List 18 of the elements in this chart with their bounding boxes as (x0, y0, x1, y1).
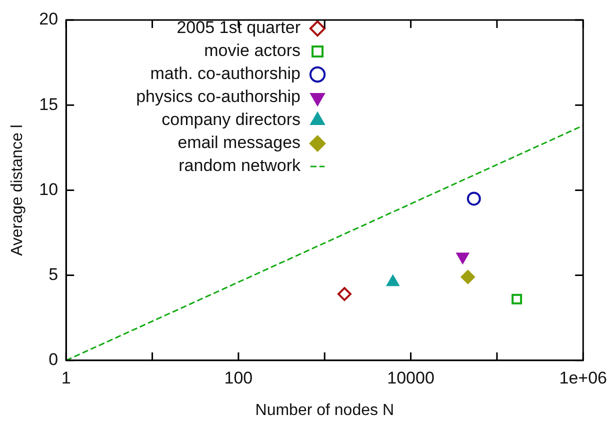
y-axis-title: Average distance l (9, 124, 26, 256)
legend-label: company directors (162, 110, 301, 130)
x-axis-title: Number of nodes N (255, 402, 394, 419)
y-tick-label: 10 (39, 180, 58, 199)
legend-label: physics co-authorship (136, 87, 301, 106)
y-tick-label: 0 (48, 350, 58, 370)
legend-label: email messages (178, 133, 301, 152)
legend-label: math. co-authorship (150, 64, 301, 84)
x-tick-label: 1 (61, 368, 71, 388)
legend-label: random network (178, 156, 302, 176)
legend-label: movie actors (204, 41, 301, 60)
x-tick-label: 100 (224, 368, 253, 388)
x-tick-label: 1e+06 (559, 368, 607, 388)
y-tick-label: 5 (48, 264, 58, 284)
y-tick-label: 20 (39, 10, 58, 29)
legend-label: 2005 1st quarter (176, 18, 301, 38)
y-tick-label: 15 (39, 94, 58, 114)
x-tick-label: 10000 (387, 368, 434, 388)
